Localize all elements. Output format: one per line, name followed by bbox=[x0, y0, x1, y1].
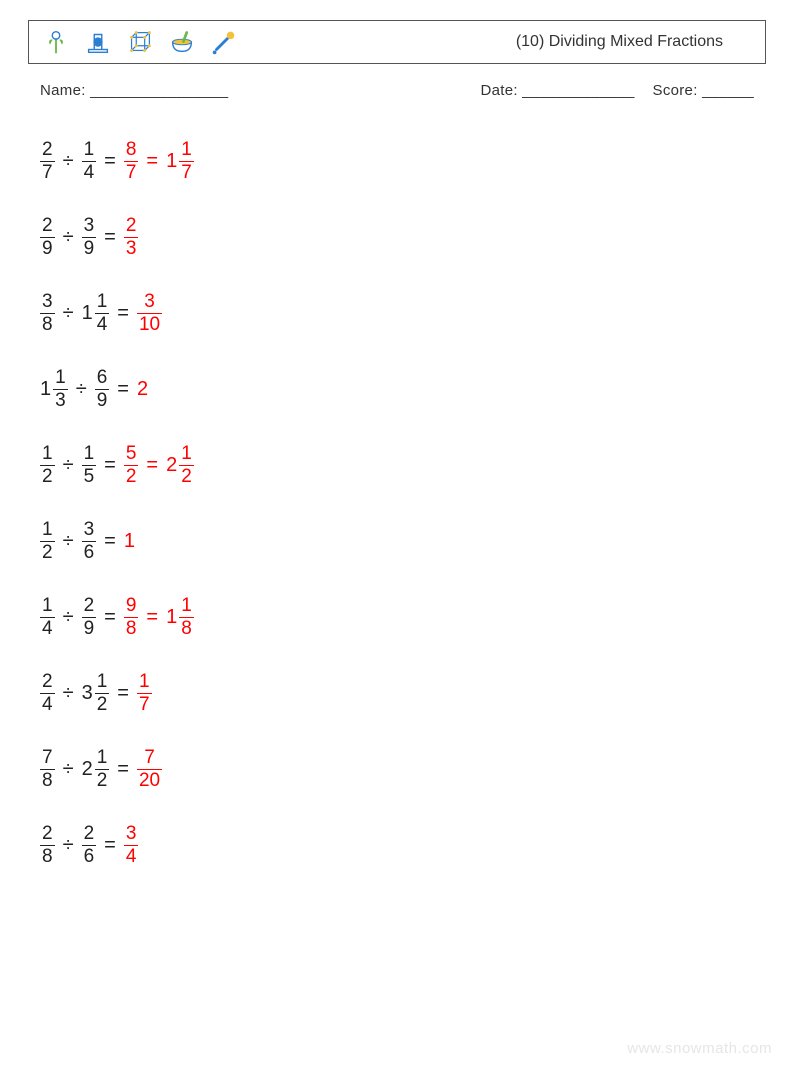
answer-1: 310 bbox=[137, 292, 162, 335]
divide-op: ÷ bbox=[63, 834, 74, 857]
problem-row: 78÷212=720 bbox=[40, 731, 794, 807]
problem-row: 38÷114=310 bbox=[40, 275, 794, 351]
worksheet-title: (10) Dividing Mixed Fractions bbox=[516, 33, 753, 51]
header-icons bbox=[41, 27, 239, 57]
divide-op: ÷ bbox=[63, 150, 74, 173]
problem-row: 29÷39=23 bbox=[40, 199, 794, 275]
divide-op: ÷ bbox=[63, 302, 74, 325]
problem-row: 12÷36=1 bbox=[40, 503, 794, 579]
equals-op: = bbox=[146, 454, 158, 477]
problem-row: 12÷15=52=212 bbox=[40, 427, 794, 503]
watermark: www.snowmath.com bbox=[627, 1040, 772, 1057]
equals-op: = bbox=[104, 226, 116, 249]
answer-1: 17 bbox=[137, 672, 152, 715]
header-box: (10) Dividing Mixed Fractions bbox=[28, 20, 766, 64]
answer-1: 1 bbox=[124, 530, 135, 553]
problem-row: 14÷29=98=118 bbox=[40, 579, 794, 655]
answer-1: 98 bbox=[124, 596, 139, 639]
answer-1: 23 bbox=[124, 216, 139, 259]
answer-1: 720 bbox=[137, 748, 162, 791]
divide-op: ÷ bbox=[63, 606, 74, 629]
problem-row: 24÷312=17 bbox=[40, 655, 794, 731]
answer-1: 52 bbox=[124, 444, 139, 487]
equals-op: = bbox=[104, 150, 116, 173]
answer-1: 87 bbox=[124, 140, 139, 183]
name-field: Name: ________________ bbox=[40, 82, 228, 99]
equals-op: = bbox=[146, 606, 158, 629]
answer-2: 212 bbox=[166, 444, 194, 487]
answer-2: 118 bbox=[166, 596, 194, 639]
cube-icon bbox=[125, 27, 155, 57]
flower-icon bbox=[41, 27, 71, 57]
equals-op: = bbox=[104, 834, 116, 857]
divide-op: ÷ bbox=[63, 226, 74, 249]
mortar-icon bbox=[167, 27, 197, 57]
answer-2: 117 bbox=[166, 140, 194, 183]
problem-row: 28÷26=34 bbox=[40, 807, 794, 883]
score-field: Score: ______ bbox=[653, 82, 754, 99]
equals-op: = bbox=[146, 150, 158, 173]
divide-op: ÷ bbox=[63, 454, 74, 477]
problem-row: 27÷14=87=117 bbox=[40, 123, 794, 199]
equals-op: = bbox=[104, 606, 116, 629]
problems-list: 27÷14=87=11729÷39=2338÷114=310113÷69=212… bbox=[40, 123, 794, 883]
problem-row: 113÷69=2 bbox=[40, 351, 794, 427]
equals-op: = bbox=[117, 682, 129, 705]
divide-op: ÷ bbox=[63, 682, 74, 705]
answer-1: 34 bbox=[124, 824, 139, 867]
divide-op: ÷ bbox=[76, 378, 87, 401]
flask-icon bbox=[83, 27, 113, 57]
equals-op: = bbox=[117, 378, 129, 401]
info-row: Name: ________________ Date: ___________… bbox=[40, 82, 754, 99]
date-field: Date: _____________ bbox=[480, 82, 634, 99]
divide-op: ÷ bbox=[63, 758, 74, 781]
dropper-icon bbox=[209, 27, 239, 57]
equals-op: = bbox=[104, 530, 116, 553]
divide-op: ÷ bbox=[63, 530, 74, 553]
answer-1: 2 bbox=[137, 378, 148, 401]
equals-op: = bbox=[117, 302, 129, 325]
equals-op: = bbox=[117, 758, 129, 781]
equals-op: = bbox=[104, 454, 116, 477]
